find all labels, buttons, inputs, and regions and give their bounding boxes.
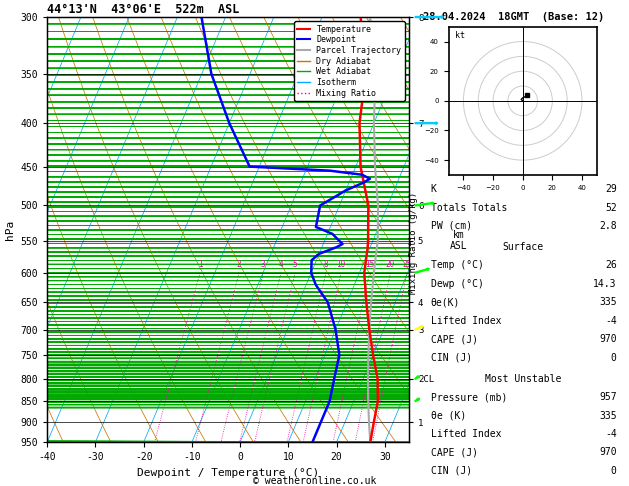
Text: 2.8: 2.8: [599, 221, 616, 231]
Text: CAPE (J): CAPE (J): [431, 334, 477, 344]
Text: 957: 957: [599, 392, 616, 402]
Text: Pressure (mb): Pressure (mb): [431, 392, 507, 402]
Text: 44°13'N  43°06'E  522m  ASL: 44°13'N 43°06'E 522m ASL: [47, 3, 240, 16]
Text: 3: 3: [261, 260, 265, 269]
Y-axis label: km
ASL: km ASL: [450, 230, 468, 251]
Text: 335: 335: [599, 411, 616, 420]
Text: 4: 4: [279, 260, 283, 269]
Text: CAPE (J): CAPE (J): [431, 448, 477, 457]
Text: CIN (J): CIN (J): [431, 466, 472, 476]
Text: Lifted Index: Lifted Index: [431, 316, 501, 326]
Text: © weatheronline.co.uk: © weatheronline.co.uk: [253, 476, 376, 486]
Text: PW (cm): PW (cm): [431, 221, 472, 231]
X-axis label: Dewpoint / Temperature (°C): Dewpoint / Temperature (°C): [137, 468, 319, 478]
Text: 970: 970: [599, 448, 616, 457]
Text: 970: 970: [599, 334, 616, 344]
Text: Temp (°C): Temp (°C): [431, 260, 484, 270]
Text: 5: 5: [293, 260, 298, 269]
Text: 8: 8: [324, 260, 328, 269]
Text: Mixing Ratio (g/kg): Mixing Ratio (g/kg): [409, 192, 418, 294]
Text: 29: 29: [605, 184, 616, 194]
Legend: Temperature, Dewpoint, Parcel Trajectory, Dry Adiabat, Wet Adiabat, Isotherm, Mi: Temperature, Dewpoint, Parcel Trajectory…: [294, 21, 404, 101]
Text: 10: 10: [337, 260, 346, 269]
Text: 20: 20: [386, 260, 395, 269]
Text: 0: 0: [611, 466, 616, 476]
Text: 0: 0: [611, 353, 616, 363]
Text: 335: 335: [599, 297, 616, 307]
Text: K: K: [431, 184, 437, 194]
Text: 1: 1: [198, 260, 203, 269]
Text: -4: -4: [605, 316, 616, 326]
Text: 2: 2: [237, 260, 242, 269]
Y-axis label: hPa: hPa: [5, 220, 15, 240]
Text: 14.3: 14.3: [593, 279, 616, 289]
Text: Surface: Surface: [502, 242, 543, 252]
Text: Most Unstable: Most Unstable: [484, 374, 561, 383]
Text: 15: 15: [365, 260, 374, 269]
Text: 52: 52: [605, 203, 616, 212]
Text: kt: kt: [455, 31, 464, 40]
Text: 26: 26: [605, 260, 616, 270]
Text: θe (K): θe (K): [431, 411, 466, 420]
Text: θe(K): θe(K): [431, 297, 460, 307]
Text: Lifted Index: Lifted Index: [431, 429, 501, 439]
Text: 25: 25: [403, 260, 411, 269]
Text: -4: -4: [605, 429, 616, 439]
Text: CIN (J): CIN (J): [431, 353, 472, 363]
Text: Dewp (°C): Dewp (°C): [431, 279, 484, 289]
Text: 28.04.2024  18GMT  (Base: 12): 28.04.2024 18GMT (Base: 12): [423, 12, 604, 22]
Text: Totals Totals: Totals Totals: [431, 203, 507, 212]
